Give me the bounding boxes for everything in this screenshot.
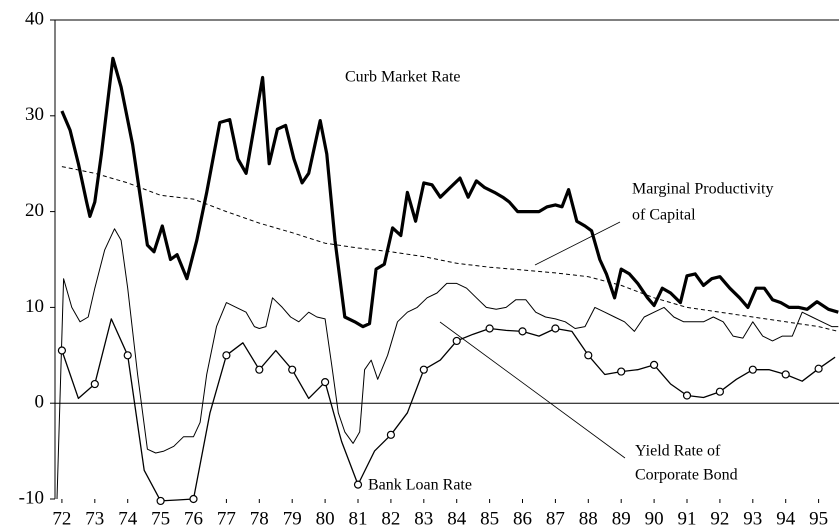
annotation: Corporate Bond (635, 467, 738, 484)
y-tick-label: -10 (19, 487, 44, 508)
marker (518, 327, 527, 336)
x-tick-label: 78 (250, 508, 269, 529)
marker (123, 351, 132, 360)
x-tick-label: 85 (480, 508, 499, 529)
x-tick-label: 77 (217, 508, 236, 529)
annotation: Bank Loan Rate (368, 477, 472, 494)
annotation: Marginal Productivity (632, 181, 773, 198)
marker (386, 430, 396, 439)
y-tick-label: 20 (25, 200, 44, 221)
marker (156, 496, 165, 506)
x-tick-label: 79 (283, 508, 302, 529)
marker (452, 336, 461, 346)
y-tick-label: 30 (25, 104, 44, 125)
y-tick-label: 40 (25, 8, 44, 29)
x-tick-label: 89 (612, 508, 631, 529)
marker (189, 494, 198, 504)
x-tick-label: 82 (381, 508, 400, 529)
x-tick-label: 91 (678, 508, 697, 529)
x-tick-label: 76 (184, 508, 203, 529)
annotation: Curb Market Rate (345, 69, 461, 86)
series-line (61, 166, 839, 332)
x-tick-label: 88 (579, 508, 598, 529)
x-tick-label: 86 (513, 508, 532, 529)
marker (485, 324, 494, 333)
x-tick-label: 90 (645, 508, 664, 529)
x-tick-label: 72 (52, 508, 71, 529)
marker (321, 378, 330, 387)
marker (255, 365, 264, 374)
marker (551, 324, 560, 333)
x-tick-label: 75 (151, 508, 170, 529)
marker (682, 391, 692, 400)
x-tick-label: 80 (316, 508, 335, 529)
marker (353, 480, 363, 489)
annotation: of Capital (632, 207, 696, 224)
marker (748, 365, 757, 374)
marker (650, 360, 659, 369)
marker (288, 365, 297, 374)
marker (814, 364, 823, 373)
marker (57, 346, 67, 355)
x-tick-label: 94 (776, 508, 796, 529)
series-line (56, 228, 839, 500)
x-tick-label: 84 (447, 508, 467, 529)
x-tick-label: 95 (809, 508, 828, 529)
x-tick-label: 92 (710, 508, 729, 529)
marker (715, 387, 725, 396)
x-tick-label: 73 (85, 508, 104, 529)
marker (222, 351, 231, 360)
marker (419, 365, 428, 374)
x-tick-label: 83 (414, 508, 433, 529)
marker (617, 367, 626, 376)
marker (584, 351, 593, 360)
annotation: Yield Rate of (635, 443, 721, 460)
y-tick-label: 10 (25, 296, 44, 317)
marker (781, 370, 790, 379)
x-tick-label: 81 (349, 508, 368, 529)
marker (90, 379, 99, 389)
y-tick-label: 0 (35, 392, 45, 413)
x-tick-label: 93 (743, 508, 762, 529)
series-line (60, 56, 839, 329)
x-tick-label: 87 (546, 508, 565, 529)
leader-line (534, 221, 621, 266)
x-tick-label: 74 (118, 508, 138, 529)
leader-line (439, 321, 626, 459)
